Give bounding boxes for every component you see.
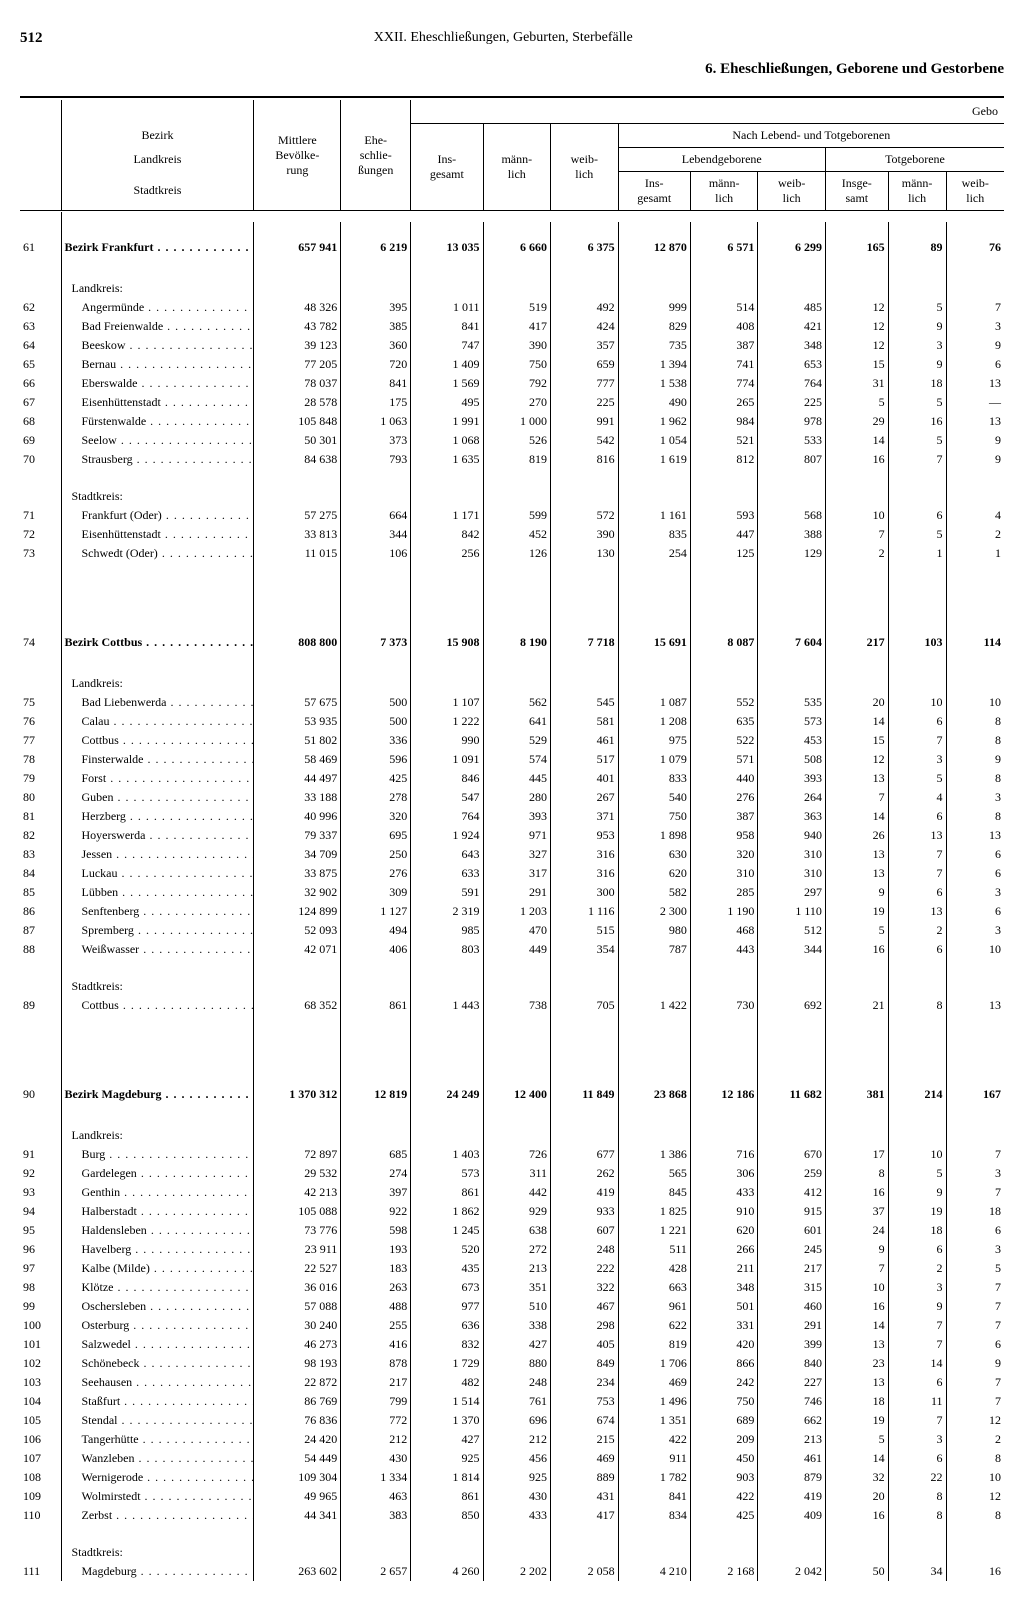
table-row: 62Angermünde48 3263951 01151949299951448… <box>20 298 1004 317</box>
table-row: 99Oschersleben57 08848897751046796150146… <box>20 1297 1004 1316</box>
col-lebend: Lebendgeborene <box>618 148 825 172</box>
table-row: 107Wanzleben54 4494309254564699114504611… <box>20 1449 1004 1468</box>
table-row: 84Luckau33 8752766333173166203103101376 <box>20 864 1004 883</box>
page-header: 512 XXII. Eheschließungen, Geburten, Ste… <box>20 30 1004 47</box>
table-row: 97Kalbe (Milde)22 5271834352132224282112… <box>20 1259 1004 1278</box>
table-row: 81Herzberg40 996320764393371750387363146… <box>20 807 1004 826</box>
table-row: 66Eberswalde78 0378411 5697927771 538774… <box>20 374 1004 393</box>
table-row: 100Osterburg30 2402556363382986223312911… <box>20 1316 1004 1335</box>
table-row: 108Wernigerode109 3041 3341 8149258891 7… <box>20 1468 1004 1487</box>
table-row: 61Bezirk Frankfurt657 9416 21913 0356 66… <box>20 222 1004 261</box>
table-row: 63Bad Freienwalde43 78238584141742482940… <box>20 317 1004 336</box>
table-row: 104Staßfurt86 7697991 5147617531 4967507… <box>20 1392 1004 1411</box>
table-row: 80Guben33 188278547280267540276264743 <box>20 788 1004 807</box>
chapter-title: XXII. Eheschließungen, Geburten, Sterbef… <box>43 30 965 47</box>
col-weib: weib- lich <box>551 124 619 211</box>
table-row: 88Weißwasser42 0714068034493547874433441… <box>20 940 1004 959</box>
col-pop: Mittlere Bevölke- rung <box>254 100 341 211</box>
table-row: 91Burg72 8976851 4037266771 386716670171… <box>20 1145 1004 1164</box>
table-row: 65Bernau77 2057201 4097506591 3947416531… <box>20 355 1004 374</box>
table-row: 103Seehausen22 8722174822482344692422271… <box>20 1373 1004 1392</box>
group-label: Stadtkreis: <box>20 969 1004 996</box>
table-row: 75Bad Liebenwerda57 6755001 1075625451 0… <box>20 693 1004 712</box>
col-landkreis: Landkreis <box>61 148 254 172</box>
table-row: 67Eisenhüttenstadt28 5781754952702254902… <box>20 393 1004 412</box>
table-row: 77Cottbus51 8023369905294619755224531578 <box>20 731 1004 750</box>
table-row: 68Fürstenwalde105 8481 0631 9911 0009911… <box>20 412 1004 431</box>
table-row: 94Halberstadt105 0889221 8629299331 8259… <box>20 1202 1004 1221</box>
col-mann: männ- lich <box>483 124 551 211</box>
table-row: 90Bezirk Magdeburg1 370 31212 81924 2491… <box>20 1069 1004 1108</box>
page-number: 512 <box>20 30 43 47</box>
statistics-table: Mittlere Bevölke- rung Ehe- schlie- ßung… <box>20 96 1004 1581</box>
table-row: 79Forst44 4974258464454018334403931358 <box>20 769 1004 788</box>
table-row: 110Zerbst44 3413838504334178344254091688 <box>20 1506 1004 1525</box>
col-stadtkreis: Stadtkreis <box>61 172 254 211</box>
col-gebo: Gebo <box>411 100 1004 124</box>
table-row: 109Wolmirstedt49 96546386143043184142241… <box>20 1487 1004 1506</box>
table-row: 74Bezirk Cottbus808 8007 37315 9088 1907… <box>20 617 1004 656</box>
table-row: 82Hoyerswerda79 3376951 9249719531 89895… <box>20 826 1004 845</box>
col-bezirk: Bezirk <box>61 124 254 148</box>
section-title: 6. Eheschließungen, Geborene und Gestorb… <box>20 61 1004 78</box>
table-row: 96Havelberg23 91119352027224851126624596… <box>20 1240 1004 1259</box>
table-row: 98Klötze36 0162636733513226633483151037 <box>20 1278 1004 1297</box>
table-row: 72Eisenhüttenstadt33 8133448424523908354… <box>20 525 1004 544</box>
table-row: 111Magdeburg263 6022 6574 2602 2022 0584… <box>20 1562 1004 1581</box>
table-row: 83Jessen34 7092506433273166303203101376 <box>20 845 1004 864</box>
col-ins: Ins- gesamt <box>411 124 483 211</box>
table-row: 92Gardelegen29 5322745733112625653062598… <box>20 1164 1004 1183</box>
table-row: 89Cottbus68 3528611 4437387051 422730692… <box>20 996 1004 1015</box>
table-row: 76Calau53 9355001 2226415811 20863557314… <box>20 712 1004 731</box>
table-row: 101Salzwedel46 2734168324274058194203991… <box>20 1335 1004 1354</box>
col-tot: Totgeborene <box>825 148 1004 172</box>
table-row: 93Genthin42 2133978614424198454334121697 <box>20 1183 1004 1202</box>
table-row: 86Senftenberg124 8991 1272 3191 2031 116… <box>20 902 1004 921</box>
table-row: 102Schönebeck98 1938781 7298808491 70686… <box>20 1354 1004 1373</box>
table-row: 85Lübben32 902309591291300582285297963 <box>20 883 1004 902</box>
table-row: 105Stendal76 8367721 3706966741 35168966… <box>20 1411 1004 1430</box>
table-row: 78Finsterwalde58 4695961 0915745171 0795… <box>20 750 1004 769</box>
group-label: Landkreis: <box>20 666 1004 693</box>
group-label: Stadtkreis: <box>20 1535 1004 1562</box>
table-row: 95Haldensleben73 7765981 2456386071 2216… <box>20 1221 1004 1240</box>
col-nach: Nach Lebend- und Totgeborenen <box>618 124 1004 148</box>
group-label: Stadtkreis: <box>20 479 1004 506</box>
table-row: 69Seelow50 3013731 0685265421 0545215331… <box>20 431 1004 450</box>
table-row: 70Strausberg84 6387931 6358198161 619812… <box>20 450 1004 469</box>
table-row: 87Spremberg52 09349498547051598046851252… <box>20 921 1004 940</box>
table-row: 106Tangerhütte24 42021242721221542220921… <box>20 1430 1004 1449</box>
group-label: Landkreis: <box>20 271 1004 298</box>
table-row: 64Beeskow39 1233607473903577353873481239 <box>20 336 1004 355</box>
group-label: Landkreis: <box>20 1118 1004 1145</box>
table-row: 73Schwedt (Oder)11 015106256126130254125… <box>20 544 1004 563</box>
col-ehe: Ehe- schlie- ßungen <box>341 100 411 211</box>
table-row: 71Frankfurt (Oder)57 2756641 1715995721 … <box>20 506 1004 525</box>
